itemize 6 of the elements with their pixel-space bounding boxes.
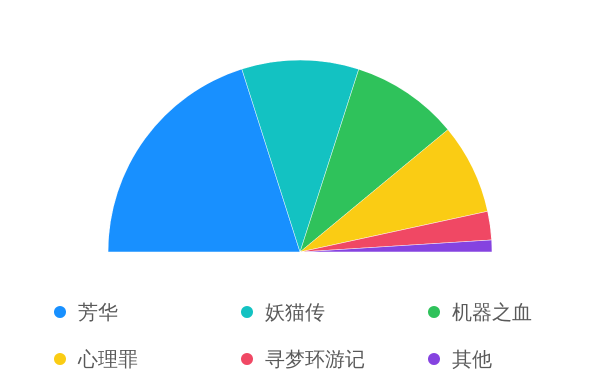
legend-label: 芳华 [78,300,118,324]
legend-label: 寻梦环游记 [265,347,365,371]
legend-label: 妖猫传 [265,300,325,324]
legend-label: 机器之血 [452,300,532,324]
legend-label: 其他 [452,347,492,371]
legend-label: 心理罪 [77,347,138,371]
